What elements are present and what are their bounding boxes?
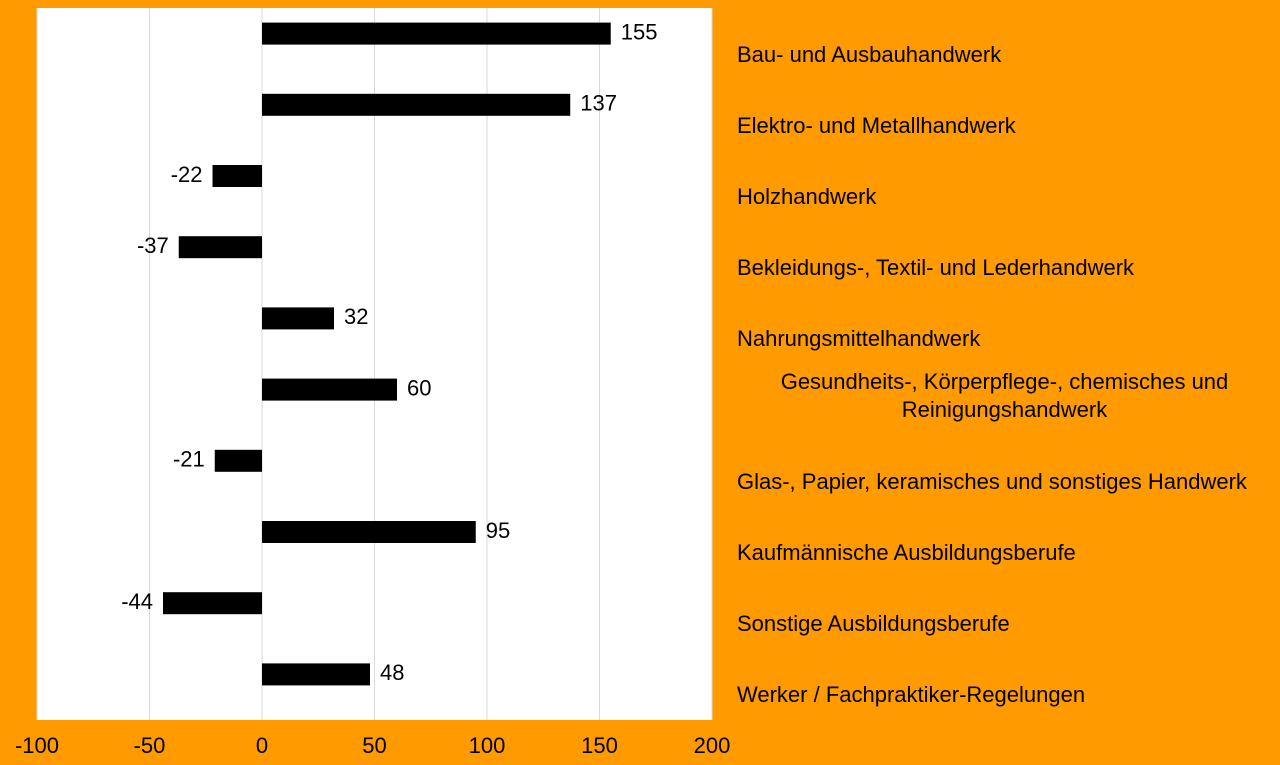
bar (262, 663, 370, 686)
bar (262, 93, 571, 116)
x-tick-label: -50 (134, 733, 166, 758)
category-label: Bau- und Ausbauhandwerk (737, 41, 1002, 67)
category-label: Nahrungsmittelhandwerk (737, 326, 981, 352)
bar (262, 378, 397, 401)
bar (212, 165, 262, 187)
data-label: -37 (137, 233, 169, 258)
category-label: Kaufmännische Ausbildungsberufe (737, 540, 1076, 565)
data-label: -21 (173, 447, 205, 472)
data-label: 60 (407, 375, 431, 400)
data-label: 137 (580, 91, 617, 116)
bar (262, 22, 611, 45)
data-label: -44 (121, 589, 153, 614)
x-tick-label: 200 (694, 733, 731, 758)
x-tick-label: 0 (256, 733, 268, 758)
bar (163, 592, 262, 615)
data-label: 155 (621, 19, 658, 44)
data-label: 32 (344, 304, 368, 329)
bar (262, 521, 476, 543)
data-label: 48 (380, 660, 404, 685)
x-tick-label: 100 (469, 733, 506, 758)
category-label: Gesundheits-, Körperpflege-, chemisches … (780, 368, 1229, 422)
x-tick-label: 50 (362, 733, 386, 758)
x-tick-label: -100 (15, 733, 59, 758)
category-label: Elektro- und Metallhandwerk (737, 112, 1016, 138)
category-label: Glas-, Papier, keramisches und sonstiges… (737, 468, 1247, 494)
bar (262, 307, 334, 330)
bar (178, 236, 262, 259)
data-label: 95 (486, 518, 510, 543)
bar (214, 449, 262, 472)
category-label: Werker / Fachpraktiker-Regelungen (737, 682, 1086, 708)
category-label: Bekleidungs-, Textil- und Lederhandwerk (737, 255, 1135, 281)
category-label: Holzhandwerk (737, 184, 877, 209)
data-label: -22 (171, 162, 203, 187)
category-label: Sonstige Ausbildungsberufe (737, 611, 1010, 637)
x-tick-label: 150 (581, 733, 618, 758)
